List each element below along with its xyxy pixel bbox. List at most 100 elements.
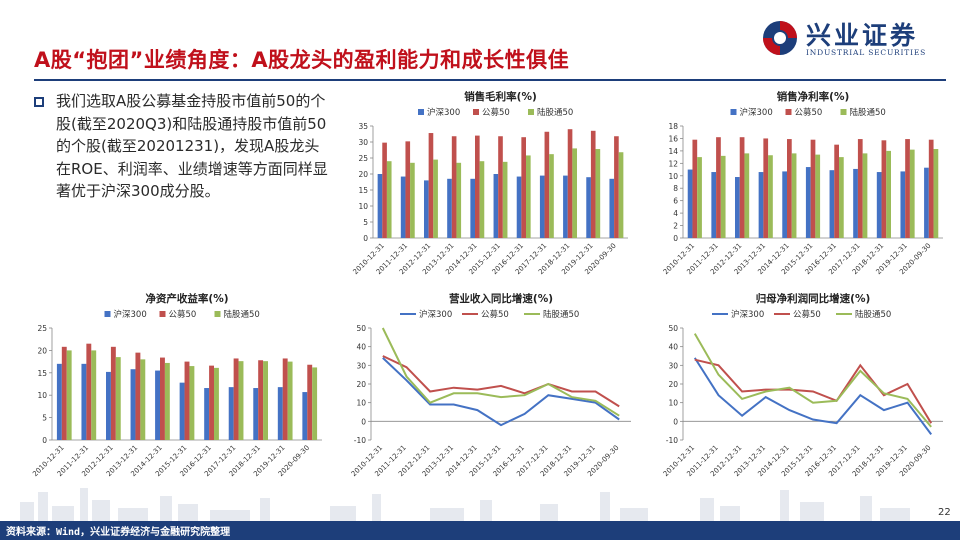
logo-text-en: INDUSTRIAL SECURITIES: [806, 48, 927, 57]
chart-net-bar-s1-c3: [763, 138, 769, 238]
chart-gross-ytick-4: 20: [358, 170, 368, 179]
chart-net-bar-s0-c1: [711, 172, 717, 238]
chart-net-bar-s0-c2: [735, 177, 740, 238]
chart-net-bar-s0-c3: [758, 172, 764, 238]
chart-roe-ytick-1: 5: [42, 414, 47, 423]
chart-revenue-ytick-5: 40: [356, 343, 366, 352]
chart-net-ytick-4: 8: [673, 184, 678, 193]
chart-roe-bar-s2-c3: [140, 359, 146, 440]
chart-net-bar-s1-c6: [834, 144, 839, 238]
chart-roe-title: 净资产收益率(%): [145, 292, 228, 305]
chart-net-bar-s2-c3: [768, 155, 773, 238]
chart-gross-bar-s2-c0: [386, 161, 392, 238]
chart-roe-legend-label-0: 沪深300: [114, 309, 147, 320]
chart-net-bar-s2-c4: [791, 153, 797, 238]
chart-roe-bar-s1-c3: [135, 352, 141, 440]
chart-profit-line-s0: [693, 357, 933, 435]
chart-roe: 净资产收益率(%)沪深300 公募50 陆股通5005101520252010-12…: [31, 292, 322, 478]
chart-net-bar-s2-c6: [839, 157, 844, 238]
chart-gross-legend-label-0: 沪深300: [427, 107, 460, 118]
chart-net-bar-s1-c9: [905, 139, 910, 238]
chart-net-bar-s0-c6: [829, 170, 835, 238]
chart-net-ytick-3: 6: [673, 197, 678, 206]
chart-gross-bar-s1-c9: [590, 130, 596, 238]
chart-gross-ytick-1: 5: [363, 218, 368, 227]
chart-net-bar-s2-c1: [720, 155, 726, 238]
chart-net-margin: 销售净利率(%)沪深300 公募50 陆股通50024681012141618201…: [662, 90, 943, 276]
bullet-square-icon: [34, 97, 44, 107]
chart-net-legend-swatch-0: [730, 109, 737, 115]
chart-net-bar-s2-c7: [862, 153, 868, 238]
chart-gross-bar-s1-c3: [451, 136, 457, 238]
chart-gross-legend-swatch-0: [418, 109, 424, 115]
chart-net-ytick-1: 2: [673, 222, 678, 231]
chart-net-ytick-6: 12: [668, 159, 678, 168]
chart-net-legend-label-2: 陆股通50: [850, 107, 886, 118]
chart-profit-ytick-2: 10: [668, 399, 678, 408]
chart-profit-legend-label-0: 沪深300: [731, 309, 764, 320]
chart-revenue-line-s0: [382, 357, 620, 427]
chart-roe-bar-s1-c4: [160, 357, 165, 440]
chart-roe-bar-s2-c1: [91, 350, 97, 440]
chart-roe-bar-s2-c8: [263, 361, 268, 440]
chart-revenue-ytick-0: -10: [354, 436, 366, 445]
chart-revenue-ytick-6: 50: [356, 324, 366, 333]
chart-gross-bar-s2-c8: [572, 148, 577, 238]
chart-net-legend-swatch-2: [840, 109, 847, 115]
chart-gross-bar-s2-c9: [595, 149, 601, 238]
chart-gross-legend-label-2: 陆股通50: [537, 107, 573, 118]
chart-gross-bar-s0-c9: [586, 177, 591, 238]
chart-revenue-legend-label-1: 公募50: [481, 309, 509, 320]
chart-gross-bar-s2-c6: [526, 155, 531, 238]
chart-roe-legend-swatch-1: [159, 311, 166, 317]
chart-roe-bar-s1-c7: [233, 358, 239, 440]
chart-profit-ytick-6: 50: [668, 324, 678, 333]
chart-gross-title: 销售毛利率(%): [464, 90, 537, 103]
chart-roe-ytick-5: 25: [37, 324, 47, 333]
chart-profit-line-s1: [694, 358, 933, 424]
chart-gross-legend-label-1: 公募50: [482, 107, 510, 118]
chart-gross-bar-s2-c3: [456, 162, 462, 238]
chart-gross-ytick-0: 0: [363, 234, 368, 243]
chart-roe-bar-s2-c7: [238, 361, 244, 440]
chart-net-bar-s1-c4: [787, 139, 792, 238]
chart-gross-ytick-7: 35: [358, 122, 368, 131]
chart-gross-bar-s0-c10: [609, 178, 615, 238]
chart-net-ytick-8: 16: [668, 134, 678, 143]
chart-roe-bar-s2-c9: [287, 361, 293, 440]
chart-revenue-ytick-3: 20: [356, 380, 366, 389]
chart-profit-title: 归母净利润同比增速(%): [756, 292, 871, 305]
page-title: A股“抱团”业绩角度：A股龙头的盈利能力和成长性俱佳: [34, 48, 570, 72]
chart-net-bar-s2-c5: [815, 154, 821, 238]
logo-swirl-icon: [763, 21, 797, 55]
chart-roe-ytick-2: 10: [37, 391, 47, 400]
chart-gross-bar-s1-c4: [475, 135, 480, 238]
chart-revenue-line-s2: [381, 327, 620, 417]
chart-gross-bar-s2-c4: [479, 161, 485, 238]
chart-roe-ytick-3: 15: [37, 369, 47, 378]
chart-roe-bar-s1-c9: [282, 358, 288, 440]
chart-gross-bar-s0-c3: [447, 178, 452, 238]
chart-revenue-ytick-2: 10: [356, 399, 366, 408]
bullet-text: 我们选取A股公募基金持股市值前50的个股(截至2020Q3)和陆股通持股市值前5…: [56, 92, 328, 200]
chart-profit-line-s2: [693, 333, 932, 428]
chart-net-ytick-0: 0: [673, 234, 678, 243]
chart-net-legend-label-0: 沪深300: [740, 107, 773, 118]
chart-gross-bar-s2-c7: [549, 154, 554, 238]
chart-roe-legend-label-2: 陆股通50: [224, 309, 260, 320]
chart-net-bar-s1-c5: [810, 139, 816, 238]
chart-revenue-ytick-1: 0: [361, 417, 366, 426]
chart-gross-legend-swatch-2: [528, 109, 534, 115]
chart-gross-bar-s2-c2: [433, 159, 438, 238]
chart-roe-bar-s1-c1: [86, 343, 92, 440]
chart-revenue-ytick-4: 30: [356, 361, 366, 370]
chart-gross-bar-s1-c5: [498, 136, 503, 238]
chart-gross-bar-s0-c8: [563, 175, 568, 238]
chart-net-legend-label-1: 公募50: [795, 107, 823, 118]
chart-net-ytick-2: 4: [673, 209, 678, 218]
chart-roe-bar-s0-c8: [253, 388, 259, 440]
chart-gross-ytick-2: 10: [358, 202, 368, 211]
chart-revenue-legend-label-2: 陆股通50: [543, 309, 579, 320]
chart-gross-margin: 销售毛利率(%)沪深300 公募50 陆股通50051015202530352010…: [352, 90, 628, 276]
chart-roe-bar-s0-c3: [130, 369, 136, 440]
